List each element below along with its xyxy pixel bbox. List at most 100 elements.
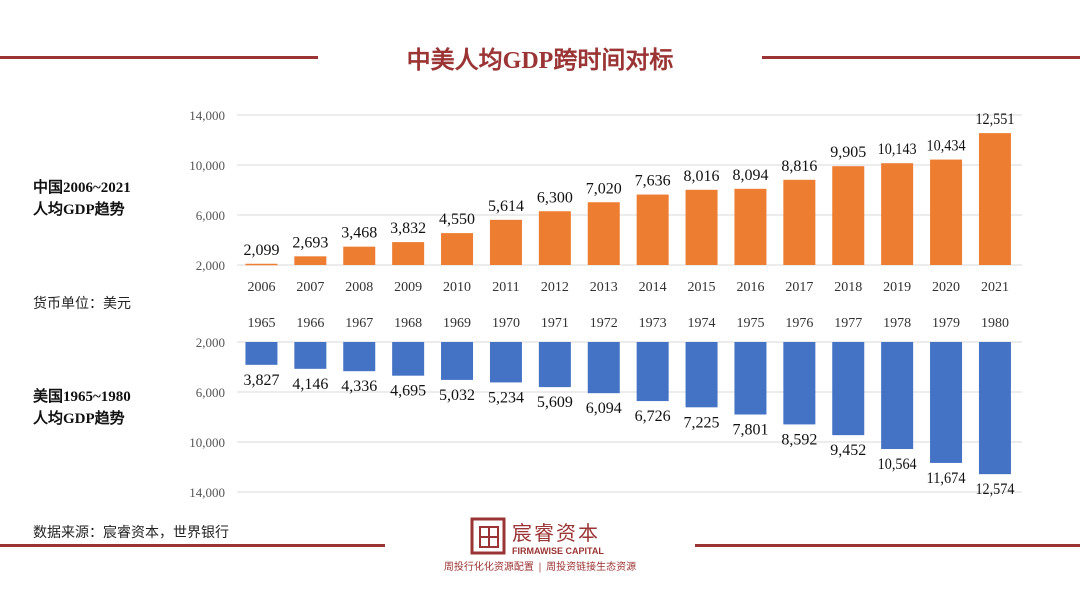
bar bbox=[978, 133, 1011, 265]
bar bbox=[343, 342, 376, 372]
x-tick-label: 2010 bbox=[443, 280, 471, 295]
x-tick-label: 2009 bbox=[394, 280, 422, 295]
us-label-line1: 美国1965~1980 bbox=[33, 389, 131, 405]
x-tick-label: 1976 bbox=[785, 316, 813, 331]
y-tick-label: 14,000 bbox=[189, 108, 225, 123]
bar bbox=[734, 188, 767, 265]
data-label: 10,143 bbox=[878, 141, 917, 158]
x-tick-label: 2017 bbox=[785, 280, 813, 295]
firmawise-seal-logo bbox=[470, 517, 506, 555]
x-tick-label: 2008 bbox=[345, 280, 373, 295]
x-tick-label: 1973 bbox=[639, 316, 667, 331]
slogan: 周投行化化资源配置 | 周投资链接生态资源 bbox=[0, 562, 1080, 574]
x-tick-label: 1975 bbox=[736, 316, 764, 331]
china-label-line1: 中国2006~2021 bbox=[33, 180, 131, 196]
x-tick-label: 1974 bbox=[688, 316, 716, 331]
bar bbox=[294, 256, 327, 265]
bar bbox=[392, 342, 425, 376]
footer-rule-right bbox=[695, 544, 1080, 547]
slogan-right: 周投资链接生态资源 bbox=[546, 562, 637, 573]
bar bbox=[978, 342, 1011, 475]
data-label: 10,434 bbox=[927, 138, 966, 155]
slogan-left: 周投行化化资源配置 bbox=[443, 562, 534, 573]
x-tick-label: 2019 bbox=[883, 280, 911, 295]
data-label: 4,146 bbox=[292, 376, 328, 393]
x-tick-label: 2011 bbox=[492, 280, 519, 295]
x-tick-label: 2018 bbox=[834, 280, 862, 295]
china-label: 中国2006~2021 人均GDP趋势 bbox=[33, 177, 131, 221]
data-label: 4,550 bbox=[439, 211, 475, 228]
bar bbox=[783, 179, 816, 265]
data-label: 7,801 bbox=[732, 422, 768, 439]
china-label-line2: 人均GDP趋势 bbox=[33, 202, 125, 218]
y-tick-label: 10,000 bbox=[189, 435, 225, 450]
x-tick-label: 1967 bbox=[345, 316, 373, 331]
x-tick-label: 1970 bbox=[492, 316, 520, 331]
y-tick-label: 6,000 bbox=[196, 385, 225, 400]
bar bbox=[392, 242, 425, 265]
data-label: 3,827 bbox=[243, 372, 279, 389]
us-label: 美国1965~1980 人均GDP趋势 bbox=[33, 386, 131, 430]
x-tick-label: 1968 bbox=[394, 316, 422, 331]
data-label: 2,099 bbox=[243, 242, 279, 259]
x-tick-label: 1965 bbox=[247, 316, 275, 331]
data-label: 11,674 bbox=[927, 470, 966, 487]
bar bbox=[930, 342, 963, 463]
data-label: 6,726 bbox=[635, 408, 671, 425]
bar bbox=[294, 342, 327, 369]
bar bbox=[489, 219, 522, 265]
us-label-line2: 人均GDP趋势 bbox=[33, 411, 125, 427]
brand-english: FIRMAWISE CAPITAL bbox=[512, 546, 604, 556]
data-label: 8,816 bbox=[781, 158, 817, 175]
x-tick-label: 2006 bbox=[247, 280, 275, 295]
x-tick-label: 2014 bbox=[639, 280, 667, 295]
x-tick-label: 2016 bbox=[736, 280, 764, 295]
data-label: 8,094 bbox=[732, 167, 768, 184]
bar bbox=[832, 342, 865, 436]
data-label: 7,636 bbox=[635, 173, 671, 190]
bar bbox=[489, 342, 522, 383]
x-tick-label: 1969 bbox=[443, 316, 471, 331]
x-tick-label: 1978 bbox=[883, 316, 911, 331]
data-label: 6,094 bbox=[586, 400, 622, 417]
bar bbox=[245, 263, 278, 266]
data-label: 8,592 bbox=[781, 431, 817, 448]
x-tick-label: 2013 bbox=[590, 280, 618, 295]
unit-label: 货币单位：美元 bbox=[33, 297, 131, 312]
x-tick-label: 1977 bbox=[834, 316, 862, 331]
slogan-separator: | bbox=[538, 562, 542, 573]
bar bbox=[930, 159, 963, 265]
data-label: 7,020 bbox=[586, 180, 622, 197]
bar bbox=[538, 211, 571, 265]
data-label: 8,016 bbox=[684, 168, 720, 185]
bar bbox=[783, 342, 816, 425]
data-label: 4,695 bbox=[390, 383, 426, 400]
data-label: 3,832 bbox=[390, 220, 426, 237]
bar bbox=[881, 342, 914, 450]
x-tick-label: 1971 bbox=[541, 316, 569, 331]
bar bbox=[245, 342, 278, 365]
x-tick-label: 2012 bbox=[541, 280, 569, 295]
bar bbox=[441, 233, 474, 265]
x-tick-label: 2015 bbox=[688, 280, 716, 295]
y-tick-label: 14,000 bbox=[189, 485, 225, 500]
x-tick-label: 1966 bbox=[296, 316, 324, 331]
data-label: 2,693 bbox=[292, 234, 328, 251]
brand-name: 宸睿资本 bbox=[512, 521, 600, 545]
x-tick-label: 1980 bbox=[981, 316, 1009, 331]
bar bbox=[685, 189, 718, 265]
y-tick-label: 2,000 bbox=[196, 258, 225, 273]
bar bbox=[587, 342, 620, 394]
bar bbox=[881, 163, 914, 265]
footer-rule-left bbox=[0, 544, 385, 547]
data-label: 12,551 bbox=[975, 111, 1014, 128]
x-tick-label: 1972 bbox=[590, 316, 618, 331]
data-label: 4,336 bbox=[341, 378, 377, 395]
bar bbox=[685, 342, 718, 408]
x-tick-label: 2020 bbox=[932, 280, 960, 295]
page-title: 中美人均GDP跨时间对标 bbox=[406, 48, 674, 74]
data-label: 5,032 bbox=[439, 387, 475, 404]
data-label: 6,300 bbox=[537, 189, 573, 206]
data-label: 7,225 bbox=[684, 414, 720, 431]
